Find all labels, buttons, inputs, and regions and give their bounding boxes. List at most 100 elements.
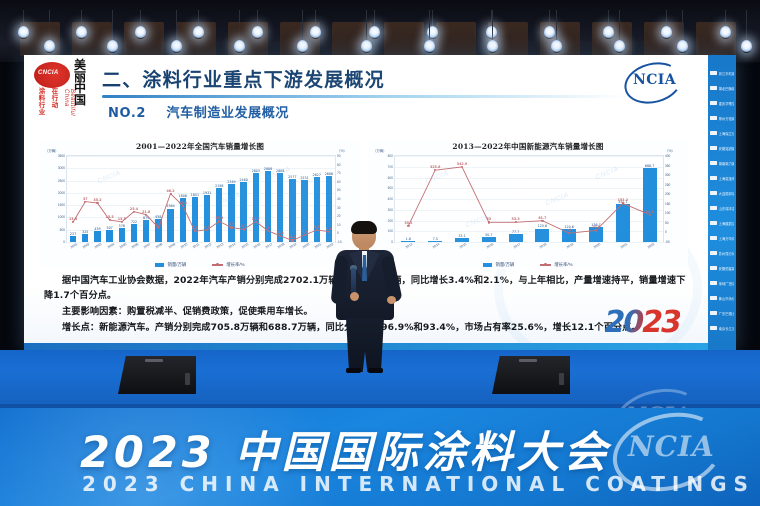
- sponsor-item: 广东巴德士化工: [710, 309, 734, 317]
- bar: [167, 208, 174, 242]
- y2-axis-tick: 0: [665, 230, 667, 235]
- sponsor-item: 南京长江涂料: [710, 324, 734, 332]
- line-point: [145, 213, 148, 216]
- x-axis-tick: 2017: [512, 242, 521, 250]
- line-point: [96, 202, 99, 205]
- bar: [562, 229, 577, 242]
- stage-light: [234, 40, 245, 53]
- x-axis-tick: 2014: [228, 242, 237, 250]
- y-axis-label: （万辆）: [373, 149, 387, 153]
- line-point: [193, 230, 196, 233]
- line-value-label: 2.5: [191, 226, 198, 231]
- stage-light: [677, 40, 689, 53]
- sponsor-logo-icon: [710, 310, 717, 316]
- line-point: [218, 220, 221, 223]
- sponsor-name: 山东瑞丰高分子: [718, 206, 735, 211]
- bar-value-label: 2686: [324, 172, 334, 176]
- stage-light: [170, 40, 182, 53]
- gridline: [67, 168, 335, 169]
- stage-light: [487, 40, 499, 53]
- stage-light: [360, 40, 372, 53]
- speaker-port: [185, 373, 190, 385]
- logo-chinese-name: 美丽中国: [73, 58, 86, 107]
- gridline: [67, 229, 335, 231]
- y-axis-tick: 1000: [57, 215, 65, 220]
- x-axis-tick: 2013: [216, 242, 225, 250]
- slide-section-title: 二、涂料行业重点下游发展概况: [102, 69, 385, 91]
- line-value-label: 25.4: [129, 206, 139, 211]
- line-value-label: 13.5: [117, 216, 126, 221]
- gridline: [67, 192, 335, 194]
- sponsor-item: 山东瑞丰高分子: [710, 204, 734, 212]
- bar: [191, 196, 199, 242]
- line-point: [514, 221, 517, 224]
- y2-axis-tick: 40: [337, 197, 341, 201]
- bar: [325, 176, 333, 242]
- sponsor-item: 浙江丰虹新材料: [710, 69, 734, 77]
- line-point: [71, 220, 75, 224]
- line-value-label: -1.9: [300, 230, 309, 235]
- bar: [252, 173, 259, 242]
- bar-value-label: 352.1: [618, 200, 627, 204]
- bar-value-label: 2460: [239, 177, 248, 182]
- stage-light: [719, 26, 731, 39]
- y2-axis-tick: -50: [665, 240, 670, 244]
- line-value-label: 10.9: [591, 225, 601, 230]
- sponsor-logo-icon: [710, 85, 717, 91]
- x-axis-tick: 2002: [82, 242, 91, 250]
- presenter: [330, 221, 403, 373]
- x-axis-tick: 2019: [566, 242, 575, 250]
- speaker-badge: [144, 359, 163, 362]
- lamp-stem: [492, 10, 494, 40]
- gridline: [395, 188, 663, 189]
- y2-axis-tick: 300: [665, 173, 671, 178]
- line-value-label: 37: [82, 196, 88, 201]
- y2-axis-tick: 50: [337, 188, 341, 193]
- x-axis-tick: 2013: [405, 242, 414, 250]
- ncia-logo-icon: NCIA: [620, 56, 686, 110]
- x-axis-tick: 2006: [130, 242, 140, 250]
- growth-rate-line: [72, 192, 329, 241]
- line-value-label: 342.9: [456, 161, 468, 166]
- line-value-label: 32.4: [178, 200, 187, 205]
- line-point: [181, 204, 184, 207]
- title-underline: [102, 95, 627, 98]
- line-value-label: 3.8: [313, 225, 320, 230]
- line-point: [541, 219, 544, 222]
- line-value-label: 152.2: [617, 198, 629, 203]
- bar: [455, 238, 469, 242]
- line-point: [279, 234, 282, 237]
- bar-value-label: 1364: [166, 204, 175, 209]
- lamp-stem: [666, 10, 668, 26]
- subtitle-number: NO.2: [108, 106, 147, 121]
- x-axis-tick: 2016: [252, 242, 262, 250]
- bar-value-label: 507: [106, 225, 113, 230]
- sponsor-item: 重庆华歌生物: [710, 99, 734, 107]
- sponsor-name: 上海保立佳化工: [718, 131, 735, 136]
- y2-axis-tick: 50: [665, 220, 669, 225]
- line-point: [407, 224, 410, 227]
- lamp-stem: [175, 10, 177, 40]
- y-axis-tick: 0: [391, 240, 393, 244]
- y-axis-tick: 500: [387, 186, 393, 191]
- lamp-stem: [490, 10, 492, 26]
- stage-light: [427, 26, 439, 39]
- bar: [508, 233, 523, 242]
- line-value-label: 4.3: [204, 224, 210, 229]
- speaker-badge: [518, 359, 537, 362]
- sponsor-item: 上海展辰涂料: [710, 219, 734, 227]
- bar-value-label: 2888: [263, 167, 273, 172]
- wall-panel: [696, 22, 736, 56]
- y2-axis-label: （%）: [337, 149, 347, 153]
- line-point: [120, 220, 123, 223]
- x-axis-tick: 2004: [106, 242, 115, 250]
- line-point: [568, 232, 571, 235]
- sponsor-name: 广东巴德士化工: [718, 311, 735, 316]
- x-axis-tick: 2015: [458, 242, 468, 250]
- legend-item: 增长率/%: [212, 262, 245, 268]
- lamp-stem: [81, 10, 83, 26]
- legend-line-swatch: [540, 263, 552, 266]
- x-axis-tick: 2001: [69, 242, 79, 250]
- legend-line-swatch: [212, 263, 224, 266]
